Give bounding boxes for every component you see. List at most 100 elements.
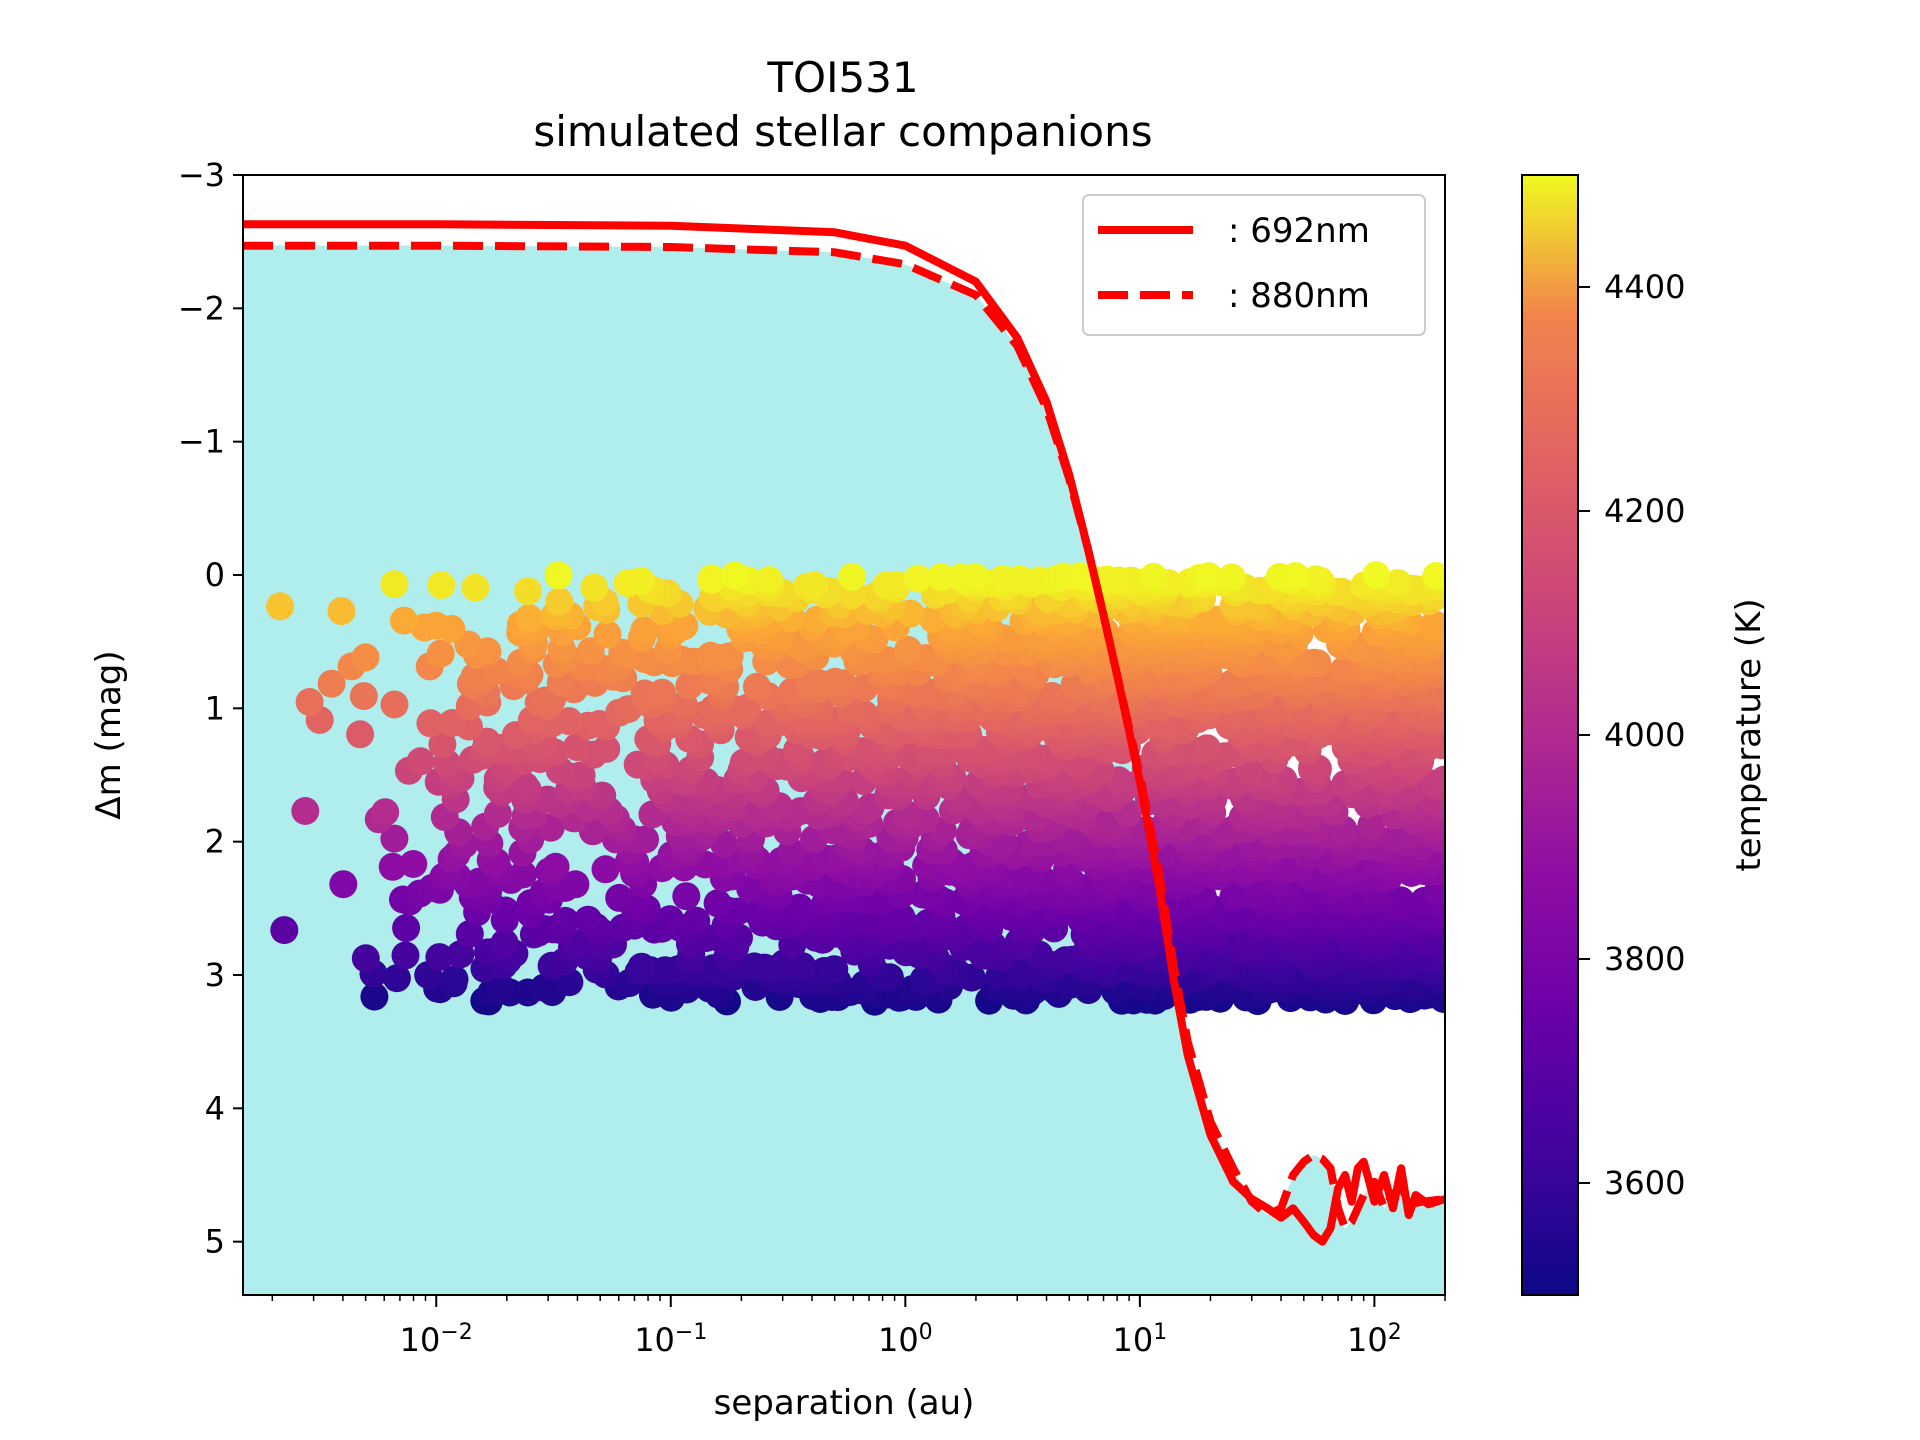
companion-point [346, 720, 375, 749]
companion-point [380, 570, 409, 599]
x-tick-label: 101 [1112, 1320, 1167, 1360]
companion-point [371, 798, 400, 827]
companion-point [697, 564, 726, 593]
y-tick-label: 5 [205, 1223, 225, 1261]
companion-point [785, 893, 814, 922]
companion-point [327, 597, 356, 626]
companion-point [1139, 562, 1168, 591]
companion-point [438, 709, 467, 737]
companion-point [1357, 811, 1386, 840]
y-tick-label: 2 [205, 823, 225, 861]
companion-point [460, 662, 489, 691]
companion-point [672, 882, 701, 911]
companion-point [1422, 562, 1445, 591]
companion-point [561, 870, 590, 899]
companion-point [670, 611, 699, 640]
chart-subtitle: simulated stellar companions [533, 107, 1152, 156]
companion-point [270, 916, 299, 945]
companion-point [742, 672, 771, 701]
companion-point [927, 563, 956, 592]
companion-point [487, 973, 516, 1002]
companion-point [555, 707, 583, 736]
companion-point [455, 920, 484, 948]
companion-point [961, 563, 990, 591]
companion-point [422, 611, 451, 640]
companion-point [821, 667, 850, 696]
colorbar-tick-label: 3800 [1604, 940, 1685, 978]
companion-point [351, 944, 380, 973]
companion-point [317, 669, 346, 698]
colorbar-tick-label: 4000 [1604, 716, 1685, 754]
companion-point [755, 566, 784, 595]
companion-point [266, 592, 295, 621]
companion-point [378, 852, 407, 881]
companion-point [530, 973, 558, 1002]
companion-point [295, 688, 324, 716]
companion-point [426, 639, 455, 668]
legend-label-692nm: : 692nm [1228, 211, 1370, 251]
y-tick-label: 0 [205, 556, 225, 594]
y-tick-label: −2 [178, 289, 225, 327]
companion-point [631, 825, 660, 854]
colorbar-tick-label: 4200 [1604, 492, 1685, 530]
companion-point [360, 982, 389, 1011]
companion-point [630, 616, 659, 645]
companion-point [820, 955, 849, 984]
x-tick-label: 10−1 [634, 1320, 707, 1360]
companion-point [1194, 562, 1223, 591]
x-axis-label: separation (au) [714, 1383, 975, 1423]
companion-point [490, 928, 519, 957]
x-tick-label: 100 [878, 1320, 933, 1360]
companion-point [800, 571, 829, 600]
companion-point [720, 561, 749, 590]
companion-point [1421, 610, 1445, 639]
companion-point [351, 643, 380, 672]
y-axis-label: Δm (mag) [89, 650, 129, 819]
scatter-points [266, 561, 1445, 1016]
companion-point [1005, 565, 1034, 594]
companion-point [591, 855, 620, 884]
plot-frame [242, 174, 1446, 1296]
companion-point [461, 573, 490, 602]
companion-point [838, 562, 867, 591]
curve-880nm [243, 241, 1445, 1233]
companion-point [551, 906, 580, 935]
companion-point [545, 587, 574, 616]
y-tick-label: 3 [205, 956, 225, 994]
companion-point [903, 564, 932, 593]
companion-point [380, 690, 409, 719]
companion-point [483, 799, 512, 828]
companion-point [425, 943, 454, 972]
companion-point [349, 682, 378, 711]
colorbar [1521, 174, 1579, 1296]
legend: : 692nm : 880nm [1082, 194, 1426, 336]
companion-point [440, 965, 469, 994]
companion-point [291, 797, 320, 825]
companion-point [682, 906, 711, 935]
companion-point [592, 734, 621, 763]
companion-point [567, 761, 596, 790]
companion-point [696, 641, 725, 670]
companion-point [391, 941, 420, 970]
companion-point [627, 952, 656, 981]
companion-point [574, 905, 603, 934]
x-tick-label: 10−2 [400, 1320, 473, 1360]
companion-point [1430, 765, 1445, 794]
companion-point [509, 860, 538, 889]
companion-point [894, 636, 923, 664]
companion-point [562, 733, 591, 762]
x-tick-label: 102 [1347, 1320, 1402, 1360]
companion-point [648, 678, 677, 707]
legend-label-880nm: : 880nm [1228, 276, 1370, 316]
companion-point [390, 606, 418, 635]
companion-point [1192, 734, 1221, 763]
companion-point [380, 824, 409, 853]
companion-point [392, 914, 421, 942]
colorbar-tick-label: 4400 [1604, 268, 1685, 306]
companion-point [406, 747, 435, 776]
companion-point [1362, 561, 1391, 590]
companion-point [427, 571, 456, 600]
y-tick-label: 4 [205, 1089, 225, 1127]
companion-point [593, 620, 622, 649]
